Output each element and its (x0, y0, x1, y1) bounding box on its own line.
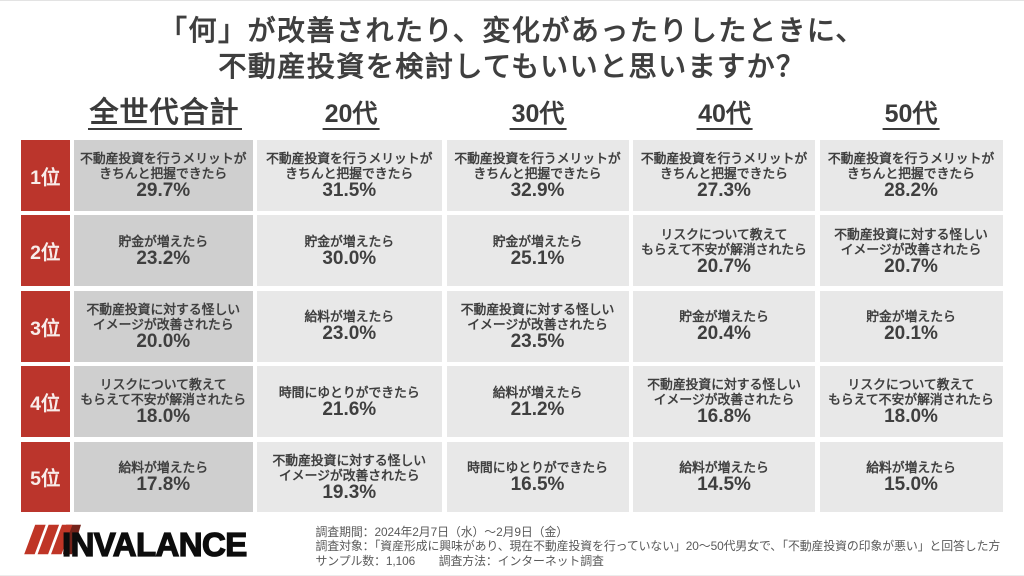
svg-text:INVALANCE: INVALANCE (62, 526, 247, 563)
